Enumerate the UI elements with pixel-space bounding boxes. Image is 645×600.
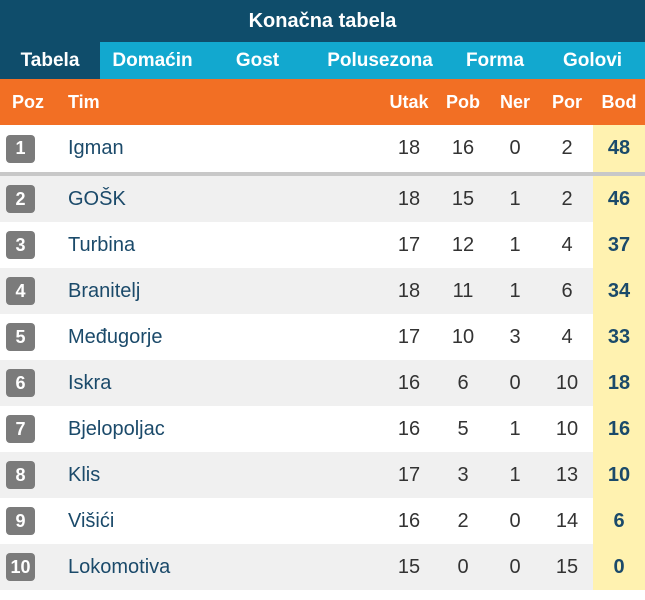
tab-polusezona[interactable]: Polusezona [327,49,433,71]
wins: 0 [457,555,469,578]
draws: 1 [509,463,521,486]
draws: 3 [509,325,521,348]
wins: 12 [451,233,475,256]
points: 48 [593,125,645,172]
points: 33 [593,314,645,360]
tab-gost[interactable]: Gost [235,49,280,71]
table-header: Poz Tim Utak Pob Ner Por Bod [0,79,645,125]
rank-badge: 8 [6,461,35,489]
table-row[interactable]: 5 Međugorje 17 10 3 4 33 [0,314,645,360]
team-name[interactable]: Međugorje [68,325,163,348]
rank-badge: 1 [6,134,35,163]
losses: 4 [561,233,573,256]
played: 16 [397,371,421,394]
points: 6 [593,498,645,544]
wins: 16 [451,137,475,159]
table-body: 1 Igman 18 16 0 2 48 2 GOŠK 18 15 1 2 46… [0,125,645,590]
losses: 13 [555,463,579,486]
draws: 0 [509,137,521,159]
table-row[interactable]: 9 Višići 16 2 0 14 6 [0,498,645,544]
draws: 1 [509,279,521,302]
team-name[interactable]: Lokomotiva [68,555,171,578]
draws: 0 [509,509,521,532]
draws: 1 [509,187,521,210]
rank-badge: 2 [6,185,35,213]
losses: 15 [555,555,579,578]
played: 16 [397,509,421,532]
rank-badge: 3 [6,231,35,259]
points: 0 [593,544,645,590]
header-pob: Pob [446,91,480,112]
tab-tabela[interactable]: Tabela [0,42,100,79]
header-por: Por [551,91,582,112]
losses: 10 [555,417,579,440]
table-row[interactable]: 3 Turbina 17 12 1 4 37 [0,222,645,268]
table-row[interactable]: 1 Igman 18 16 0 2 48 [0,125,645,176]
table-row[interactable]: 8 Klis 17 3 1 13 10 [0,452,645,498]
draws: 1 [509,233,521,256]
wins: 15 [451,187,475,210]
table-row[interactable]: 2 GOŠK 18 15 1 2 46 [0,176,645,222]
losses: 2 [561,187,573,210]
team-name[interactable]: Branitelj [68,279,141,302]
team-name[interactable]: Iskra [68,371,112,394]
team-name[interactable]: Bjelopoljac [68,417,165,440]
rank-badge: 6 [6,369,35,397]
losses: 4 [561,325,573,348]
losses: 6 [561,279,573,302]
losses: 2 [561,137,573,159]
wins: 6 [457,371,469,394]
wins: 2 [457,509,469,532]
team-name[interactable]: Igman [68,137,124,159]
rank-badge: 5 [6,323,35,351]
draws: 0 [509,555,521,578]
points: 34 [593,268,645,314]
played: 18 [397,137,421,159]
header-utak: Utak [389,91,429,112]
rank-badge: 7 [6,415,35,443]
rank-badge: 9 [6,507,35,535]
played: 15 [397,555,421,578]
points: 37 [593,222,645,268]
played: 17 [397,325,421,348]
played: 17 [397,463,421,486]
team-name[interactable]: GOŠK [68,187,126,210]
tab-forma[interactable]: Forma [465,49,525,71]
tab-domacin[interactable]: Domaćin [112,49,193,71]
header-ner: Ner [499,91,530,112]
table-row[interactable]: 4 Branitelj 18 11 1 6 34 [0,268,645,314]
losses: 14 [555,509,579,532]
points: 16 [593,406,645,452]
wins: 5 [457,417,469,440]
header-poz: Poz [12,91,45,112]
table-row[interactable]: 7 Bjelopoljac 16 5 1 10 16 [0,406,645,452]
rank-badge: 10 [6,553,35,581]
played: 18 [397,187,421,210]
draws: 1 [509,417,521,440]
draws: 0 [509,371,521,394]
tab-bar: Tabela Domaćin Gost Polusezona Forma Gol… [0,42,645,79]
team-name[interactable]: Turbina [68,233,136,256]
played: 16 [397,417,421,440]
points: 18 [593,360,645,406]
tab-golovi[interactable]: Golovi [562,49,623,71]
table-title: Konačna tabela [0,0,645,42]
played: 17 [397,233,421,256]
header-bod: Bod [601,91,637,112]
points: 46 [593,176,645,222]
points: 10 [593,452,645,498]
rank-badge: 4 [6,277,35,305]
wins: 11 [452,279,474,302]
team-name[interactable]: Višići [68,509,115,532]
table-row[interactable]: 6 Iskra 16 6 0 10 18 [0,360,645,406]
played: 18 [397,279,421,302]
wins: 3 [457,463,469,486]
wins: 10 [451,325,475,348]
table-row[interactable]: 10 Lokomotiva 15 0 0 15 0 [0,544,645,590]
header-tim: Tim [68,91,100,112]
team-name[interactable]: Klis [68,463,101,486]
losses: 10 [555,371,579,394]
